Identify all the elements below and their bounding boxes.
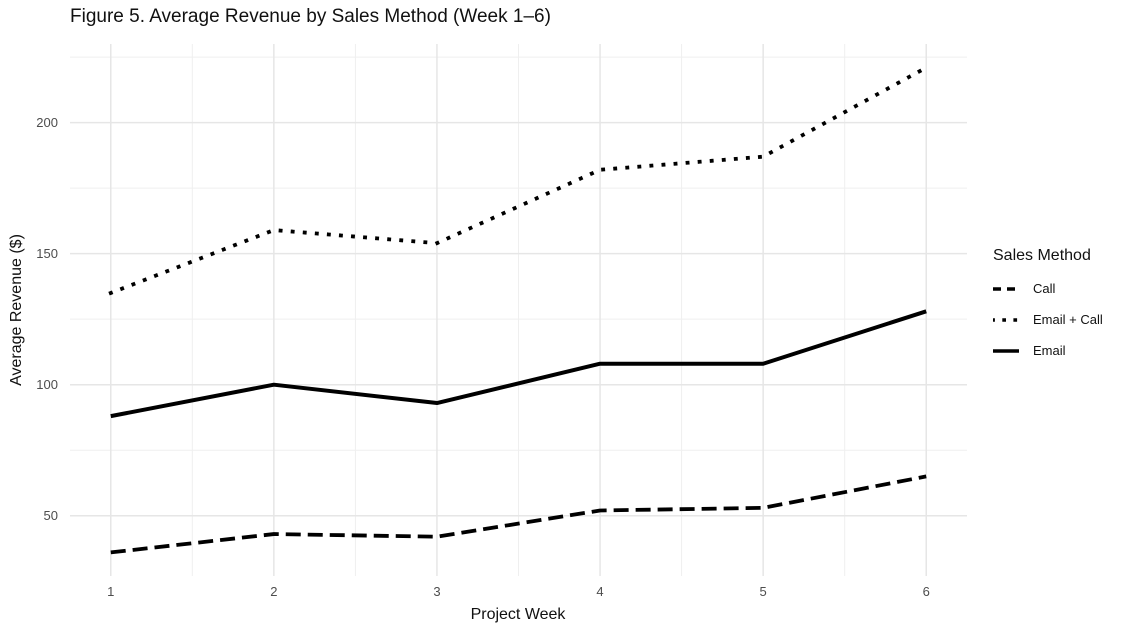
series-line-email	[110, 309, 927, 419]
x-tick-label: 4	[596, 584, 604, 599]
series-line-email-call	[108, 65, 929, 296]
legend-item-label: Call	[1033, 281, 1056, 296]
y-tick-label: 50	[43, 508, 58, 524]
x-axis-title: Project Week	[470, 606, 566, 623]
x-tick-label: 1	[107, 584, 115, 599]
x-tick-label: 6	[922, 584, 930, 599]
x-tick-label: 2	[270, 584, 278, 599]
legend-items: Call Email + Call Email	[993, 281, 1103, 358]
legend-item-call: Call	[993, 281, 1103, 296]
legend-key-solid-line-icon	[993, 348, 1019, 353]
chart-title: Figure 5. Average Revenue by Sales Metho…	[70, 6, 551, 27]
series-line-call	[110, 474, 927, 555]
legend-item-email-call: Email + Call	[993, 312, 1103, 327]
legend-item-label: Email	[1033, 343, 1066, 358]
x-tick-label: 3	[433, 584, 441, 599]
y-tick-label: 100	[36, 377, 58, 393]
y-tick-label: 200	[36, 115, 58, 131]
legend-title: Sales Method	[993, 247, 1091, 264]
legend-key-dotted-line-icon	[993, 317, 1019, 322]
legend-key-dashed-line-icon	[993, 286, 1019, 291]
legend-item-label: Email + Call	[1033, 312, 1103, 327]
x-tick-label: 5	[759, 584, 767, 599]
legend: Sales Method Call Email + Call Email	[993, 247, 1103, 374]
legend-item-email: Email	[993, 343, 1103, 358]
y-tick-label: 150	[36, 246, 58, 262]
